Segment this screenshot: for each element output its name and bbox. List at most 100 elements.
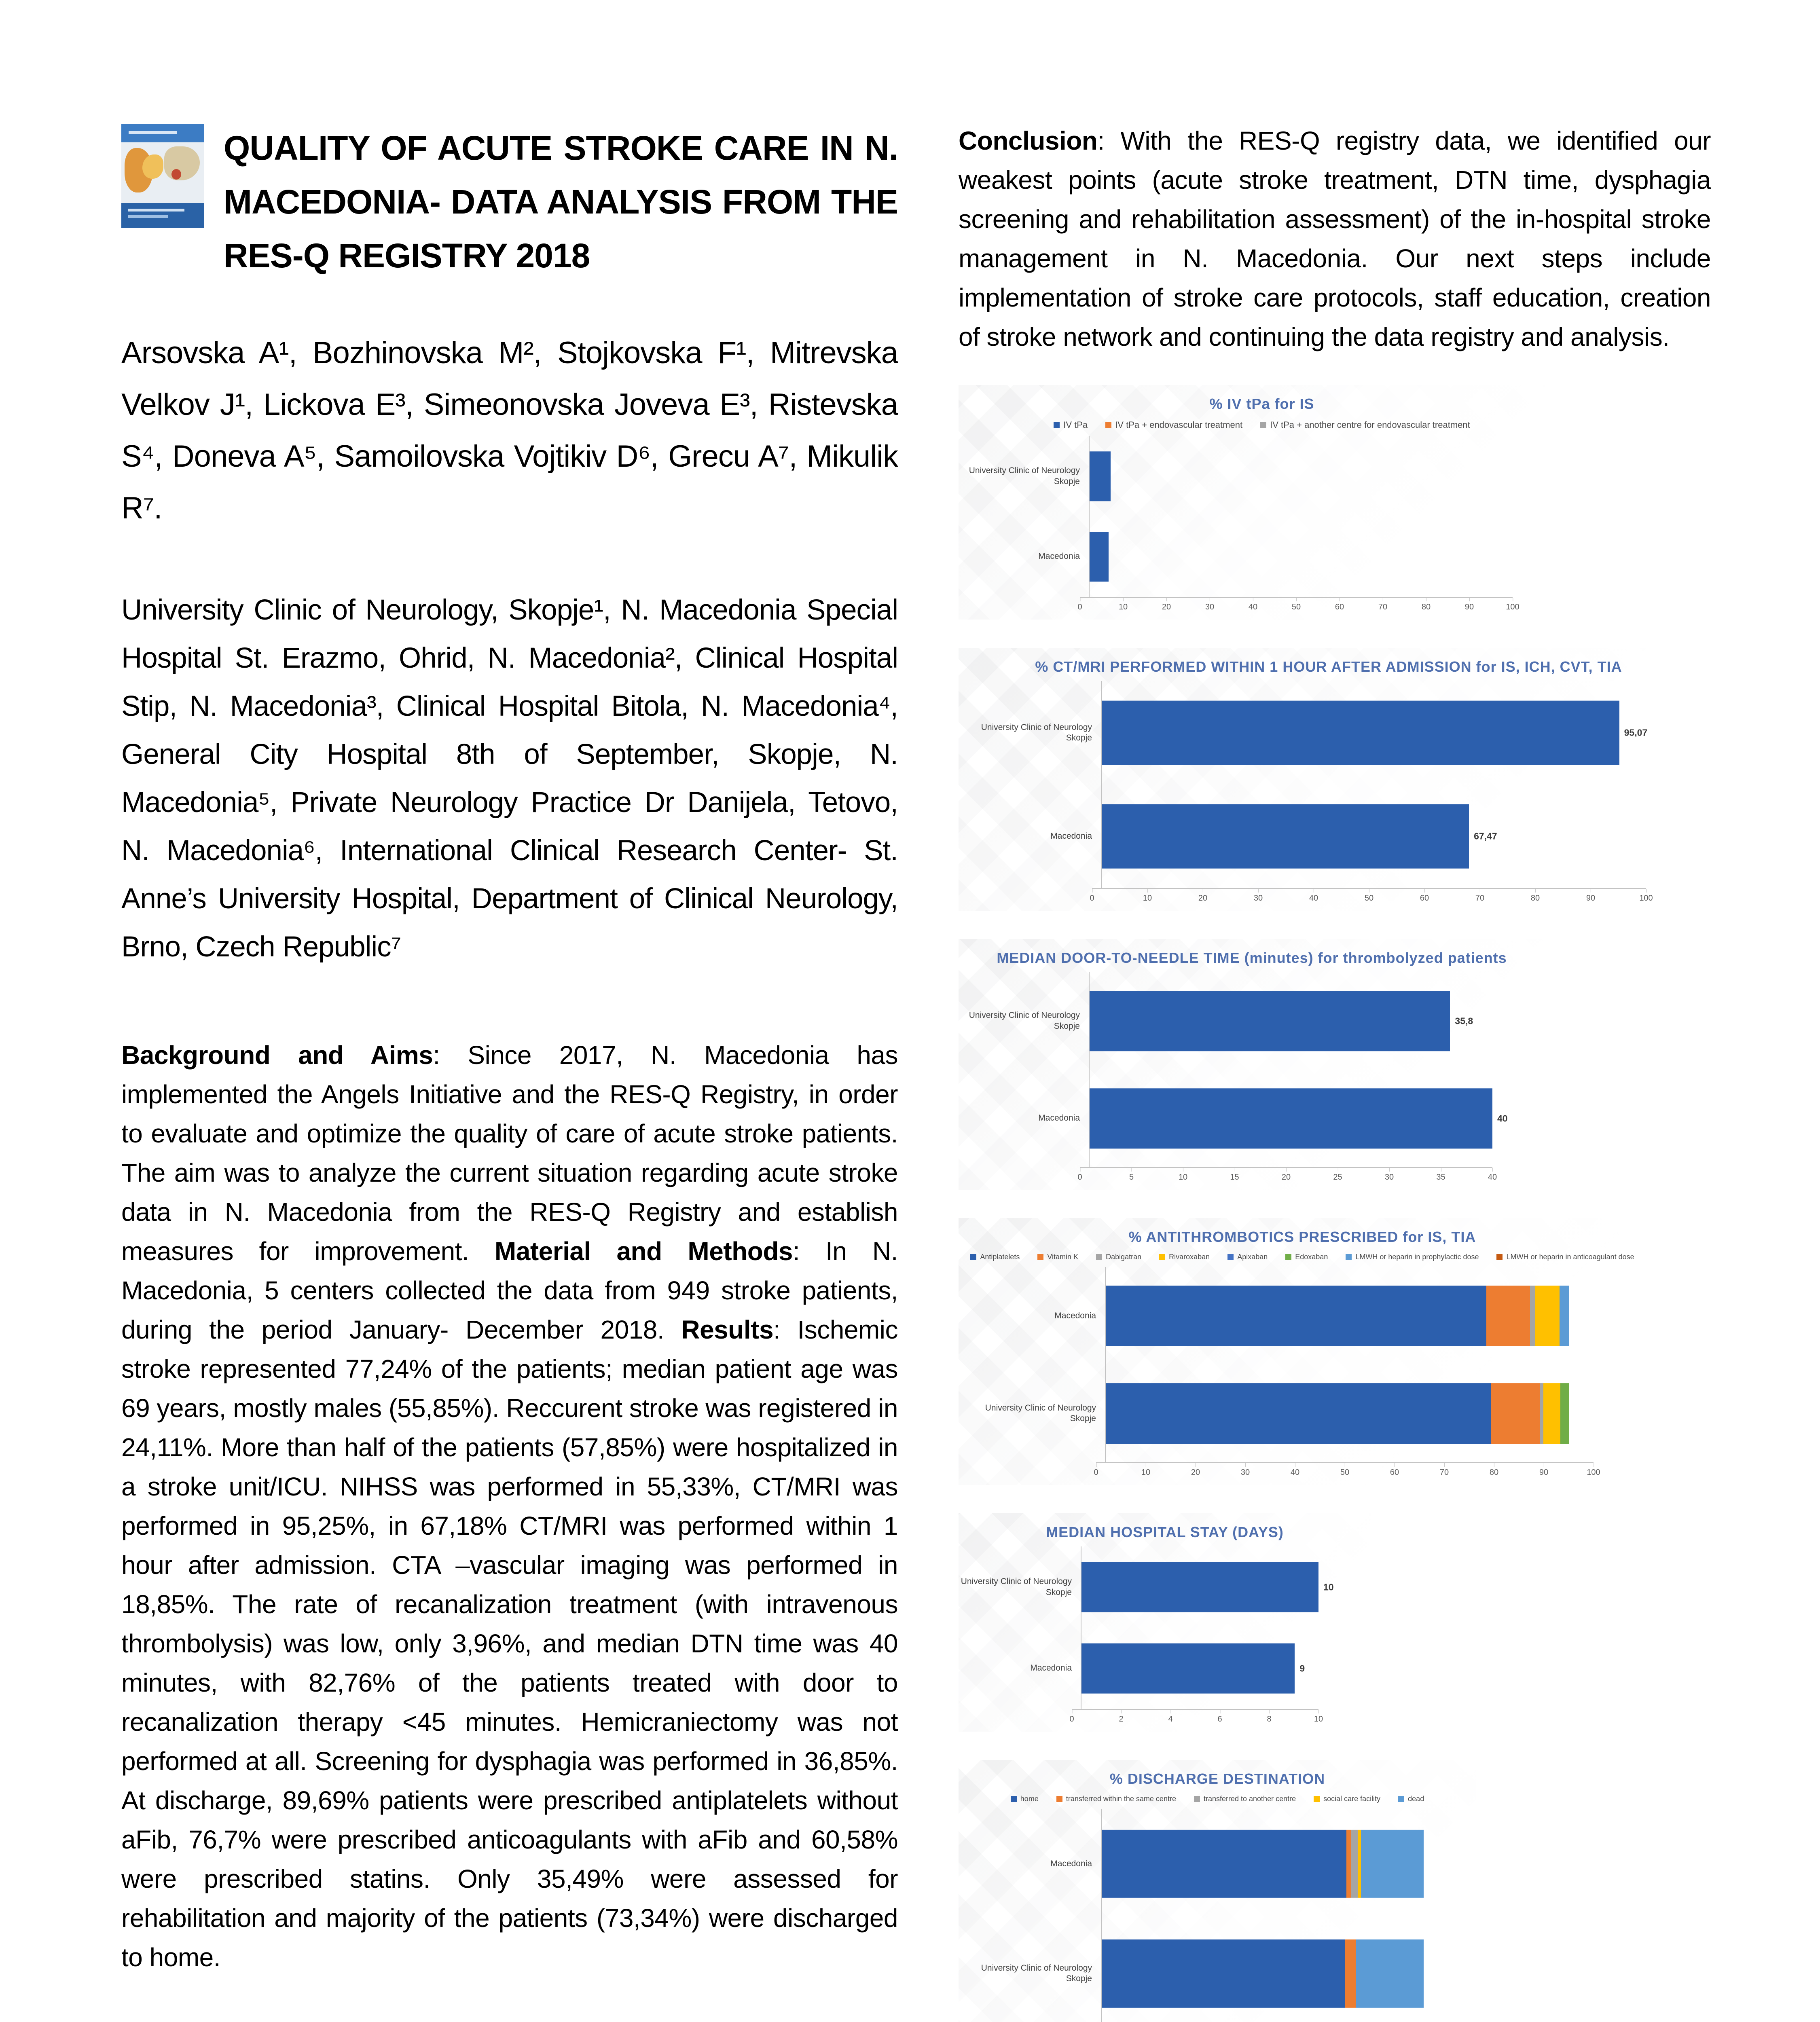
x-axis-tick: 90 — [1586, 889, 1596, 903]
chart-title-discharge-destination: % DISCHARGE DESTINATION — [1109, 1770, 1325, 1787]
legend-label: IV tPa — [1063, 420, 1088, 430]
x-axis-tick: 8 — [1267, 1710, 1272, 1724]
x-axis-tick: 50 — [1291, 598, 1301, 611]
section-heading: Conclusion — [959, 126, 1098, 155]
legend-swatch — [1056, 1796, 1062, 1802]
bar-segment-transferred-to-another-centre — [1351, 1830, 1358, 1898]
resq-logo-image — [121, 124, 204, 228]
legend-label: LMWH or heparin in prophylactic dose — [1355, 1253, 1479, 1261]
logo-map-shape — [142, 154, 163, 179]
legend-swatch — [1314, 1796, 1320, 1802]
x-axis-tick: 60 — [1390, 1463, 1399, 1477]
x-axis-tick: 0 — [1094, 1463, 1098, 1477]
x-axis-tick: 30 — [1253, 889, 1263, 903]
chart-legend-iv-tpa: IV tPa IV tPa + endovascular treatment IV … — [959, 420, 1565, 430]
x-axis-tick: 10 — [1314, 1710, 1323, 1724]
bar-segment-home — [1102, 1830, 1346, 1898]
chart-track — [1089, 436, 1513, 516]
x-axis-tick: 70 — [1475, 889, 1485, 903]
bar — [1090, 531, 1109, 582]
category-label: Macedonia — [1038, 552, 1080, 561]
bar-segment-home — [1102, 1940, 1345, 2008]
legend-label: Apixaban — [1237, 1253, 1268, 1261]
logo-map-shape — [164, 146, 200, 180]
chart-antithrombotics: % ANTITHROMBOTICS PRESCRIBED for IS, TIA… — [959, 1218, 1646, 1485]
x-axis-tick: 20 — [1191, 1463, 1200, 1477]
chart-hospital-stay: MEDIAN HOSPITAL STAY (DAYS) University Cl… — [959, 1513, 1371, 1732]
legend-label: home — [1020, 1795, 1039, 1803]
x-axis-tick: 6 — [1217, 1710, 1222, 1724]
legend-label: IV tPa + another centre for endovascular… — [1270, 420, 1470, 430]
x-axis-tick: 30 — [1205, 598, 1215, 611]
chart-row-university-clinic-of-neurology-skopje: University Clinic of Neurology Skopje 35,… — [959, 972, 1545, 1070]
category-label: Macedonia — [1038, 1113, 1080, 1123]
x-axis-tick: 0 — [1077, 598, 1082, 611]
x-axis-tick: 0 — [1090, 889, 1094, 903]
legend-swatch — [1105, 422, 1112, 428]
chart-track — [1105, 1267, 1594, 1365]
charts-list: % IV tPa for IS IV tPa IV tPa + endovascul… — [959, 385, 1711, 2022]
stacked-bar — [1106, 1383, 1569, 1444]
category-label: University Clinic of Neurology Skopje — [969, 1011, 1080, 1031]
section-text: : Ischemic stroke represented 77,24% of … — [121, 1315, 898, 1972]
logo-map-marker — [171, 169, 181, 180]
chart-track — [1105, 1364, 1594, 1462]
x-axis-scale: 0 5 10 15 20 25 30 35 40 — [1077, 1167, 1497, 1190]
bar-segment-dead — [1361, 1830, 1424, 1898]
left-column: QUALITY OF ACUTE STROKE CARE IN N. MACED… — [121, 121, 898, 1977]
x-axis-spacer — [959, 1462, 1096, 1485]
x-axis-tick: 10 — [1118, 598, 1128, 611]
bar-segment-transferred-within-the-same-centre — [1346, 1830, 1351, 1898]
x-axis-tick: 20 — [1198, 889, 1208, 903]
chart-track: 40 — [1089, 1070, 1508, 1167]
category-label: Macedonia — [1030, 1663, 1072, 1673]
legend-item-transferred-to-another-centre: transferred to another centre — [1194, 1795, 1296, 1803]
chart-title-ct-mri-1hour: % CT/MRI PERFORMED WITHIN 1 HOUR AFTER A… — [1035, 658, 1622, 675]
stacked-bar — [1106, 1285, 1569, 1346]
legend-item-edoxaban: Edoxaban — [1285, 1253, 1328, 1261]
legend-item-home: home — [1010, 1795, 1039, 1803]
bar-segment-dead — [1356, 1940, 1424, 2008]
x-axis-tick: 100 — [1587, 1463, 1600, 1477]
legend-item-iv-tpa-another-centre-for-endovascular-treatment: IV tPa + another centre for endovascular… — [1260, 420, 1470, 430]
x-axis: 0 10 20 30 40 50 60 70 80 90 100 — [959, 888, 1699, 911]
x-axis-tick: 30 — [1384, 1168, 1394, 1182]
bar — [1090, 451, 1111, 501]
chart-title-dtn-time: MEDIAN DOOR-TO-NEEDLE TIME (minutes) for… — [997, 950, 1507, 966]
legend-item-dabigatran: Dabigatran — [1096, 1253, 1141, 1261]
bar-value-label: 67,47 — [1474, 831, 1497, 842]
legend-item-antiplatelets: Antiplatelets — [970, 1253, 1020, 1261]
x-axis-tick: 25 — [1333, 1168, 1342, 1182]
chart-row-university-clinic-of-neurology-skopje: University Clinic of Neurology Skopje — [959, 436, 1565, 516]
x-axis-tick: 15 — [1230, 1168, 1239, 1182]
chart-title-iv-tpa: % IV tPa for IS — [1209, 396, 1314, 412]
bar-segment-edoxaban — [1560, 1383, 1569, 1444]
x-axis-tick: 40 — [1309, 889, 1318, 903]
legend-swatch — [1227, 1254, 1234, 1260]
legend-swatch — [970, 1254, 977, 1260]
x-axis-tick: 40 — [1290, 1463, 1300, 1477]
bar — [1102, 700, 1619, 765]
chart-legend-discharge-destination: home transferred within the same centre tr… — [959, 1795, 1476, 1803]
chart-ct-mri-1hour: % CT/MRI PERFORMED WITHIN 1 HOUR AFTER A… — [959, 648, 1699, 911]
chart-iv-tpa: % IV tPa for IS IV tPa IV tPa + endovascul… — [959, 385, 1565, 620]
chart-track: 9 — [1081, 1628, 1318, 1709]
section-heading: Material and Methods — [494, 1237, 793, 1266]
bar-segment-lmwh-or-heparin-in-prophylactic-dose — [1559, 1285, 1569, 1346]
category-label: Macedonia — [1050, 831, 1092, 841]
x-axis-tick: 0 — [1069, 1710, 1074, 1724]
x-axis-tick: 70 — [1439, 1463, 1449, 1477]
category-label: Macedonia — [1054, 1311, 1096, 1320]
legend-item-transferred-within-the-same-centre: transferred within the same centre — [1056, 1795, 1176, 1803]
x-axis: 0 10 20 30 40 50 60 70 80 90 100 — [959, 1462, 1646, 1485]
bar-value-label: 9 — [1299, 1663, 1305, 1673]
chart-track — [1089, 516, 1513, 597]
category-label: University Clinic of Neurology Skopje — [969, 466, 1080, 486]
x-axis-tick: 20 — [1162, 598, 1171, 611]
x-axis-tick: 80 — [1489, 1463, 1499, 1477]
bar — [1102, 804, 1469, 869]
bar-segment-antiplatelets — [1106, 1383, 1491, 1444]
x-axis: 0 5 10 15 20 25 30 35 40 — [959, 1167, 1545, 1190]
bar-segment-rivaroxaban — [1543, 1383, 1560, 1444]
legend-label: Vitamin K — [1047, 1253, 1079, 1261]
